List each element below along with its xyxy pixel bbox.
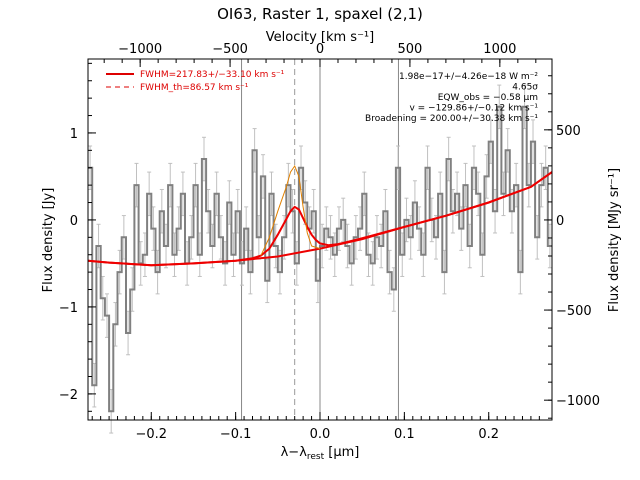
y-right-tick-label: 0	[556, 214, 564, 229]
x-axis-label: λ−λrest [μm]	[281, 445, 360, 462]
x-tick-label: −0.1	[220, 427, 252, 442]
x-axis-label-main: λ−λ	[281, 445, 308, 460]
annotation-0: 1.98e−17+/−4.26e−18 W m⁻²	[399, 72, 538, 82]
x-axis-label-sub: rest	[307, 452, 325, 462]
top-tick-label: −1000	[118, 42, 162, 57]
annotation-3: v = −129.86+/−0.12 km s⁻¹	[409, 104, 538, 114]
y-axis-right-label: Flux density [MJy sr⁻¹]	[607, 168, 622, 312]
annotation-4: Broadening = 200.00+/−30.38 km s⁻¹	[365, 114, 538, 124]
y-axis-left-label: Flux density [Jy]	[41, 188, 56, 293]
x-tick-label: 0.1	[394, 427, 415, 442]
chart-title: OI63, Raster 1, spaxel (2,1)	[217, 5, 423, 23]
annotation-1: 4.65σ	[512, 83, 538, 93]
top-axis-label: Velocity [km s⁻¹]	[266, 30, 374, 45]
x-tick-label: 0.0	[310, 427, 331, 442]
legend-label-1: FWHM_th=86.57 km s⁻¹	[140, 83, 249, 93]
top-tick-label: 0	[316, 42, 324, 57]
y-left-tick-label: 0	[70, 214, 78, 229]
x-tick-label: 0.2	[478, 427, 499, 442]
top-tick-label: 500	[398, 42, 423, 57]
top-tick-label: 1000	[483, 42, 516, 57]
annotation-2: EQW_obs = −0.58 μm	[438, 93, 538, 103]
y-right-tick-label: 500	[556, 124, 581, 139]
series-fit	[87, 171, 553, 267]
plot-area: −0.2 −0.1 0.0 0.1 0.2 −1000 −500 0 500 1000 −2 −1 0 1…	[59, 42, 600, 442]
y-left-tick-label: −2	[59, 388, 78, 403]
y-right-tick-label: −1000	[556, 394, 600, 409]
y-right-tick-label: −500	[556, 304, 592, 319]
series-gaussian	[260, 164, 321, 256]
x-tick-label: −0.2	[135, 427, 167, 442]
y-left-tick-label: 1	[70, 127, 78, 142]
x-axis-label-unit: [μm]	[324, 445, 359, 460]
y-left-tick-label: −1	[59, 301, 78, 316]
top-tick-label: −500	[212, 42, 248, 57]
flux-step-series	[88, 105, 552, 413]
legend-label-0: FWHM=217.83+/−33.10 km s⁻¹	[140, 70, 285, 80]
